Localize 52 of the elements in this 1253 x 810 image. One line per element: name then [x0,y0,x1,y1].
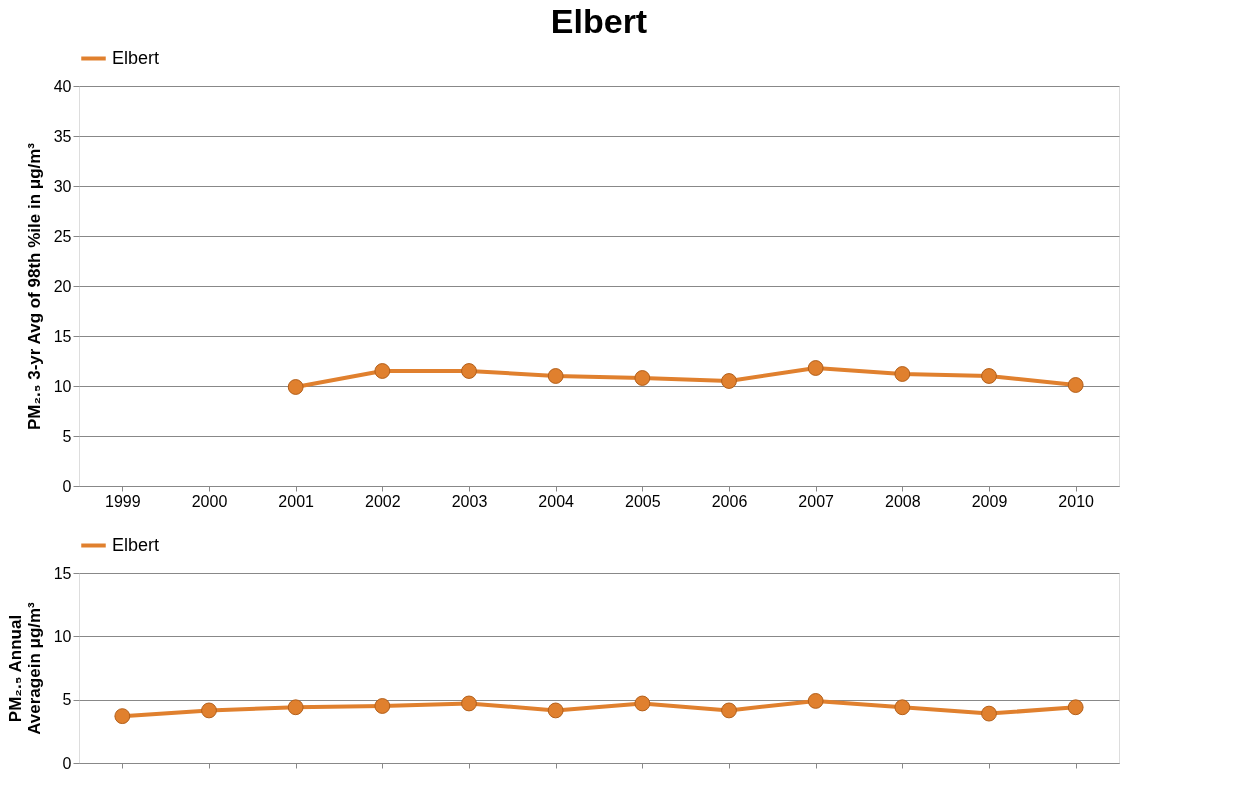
y-tick-label: 35 [53,127,72,145]
y-axis-title: PM₂.₅ Annual Averagein μg/m³ [5,601,44,735]
y-tick-label: 10 [53,627,72,645]
point [721,702,737,719]
x-tick-label: 2008 [885,492,921,510]
x-tick-label: 2009 [971,492,1008,510]
point [114,708,131,725]
point [461,363,477,379]
y-tick-label: 15 [53,564,72,582]
x-tick-label: 2000 [191,492,228,510]
y-axis-title: PM₂.₅ 3-yr Avg of 98th %ile in μg/m³ [24,142,44,431]
x-tick-label: 2002 [365,492,401,510]
y-tick-label: 0 [62,754,72,772]
y-tick-label: 10 [53,377,72,395]
y-tick-label: 15 [53,327,72,345]
point [981,705,997,722]
y-tick-label: 5 [62,427,72,445]
point [894,366,911,382]
point [807,693,824,709]
x-tick-label: 2004 [538,492,575,510]
point [201,702,217,719]
point [287,379,304,395]
y-tick-label: 25 [53,227,72,245]
x-tick-label: 2005 [625,492,661,510]
chart-title: Elbert [550,2,648,40]
legend-label: Elbert [112,534,160,555]
point [807,360,824,376]
point [374,363,391,379]
point [287,699,304,716]
y-tick-label: 0 [62,477,72,495]
point [547,702,564,719]
point [721,373,737,389]
x-tick-label: 2003 [451,492,488,510]
x-tick-label: 2001 [278,492,315,510]
point [547,368,564,384]
y-tick-label: 40 [53,77,72,95]
x-tick-label: 2006 [711,492,748,510]
x-tick-label: 2007 [798,492,835,510]
point [461,695,477,712]
legend-label: Elbert [112,47,160,68]
y-tick-label: 5 [62,691,72,709]
point [374,698,391,714]
point [1067,699,1084,716]
point [894,699,911,716]
y-tick-label: 20 [53,277,72,295]
point [981,368,997,384]
y-tick-label: 30 [53,177,72,195]
x-tick-label: 2010 [1058,492,1095,510]
point [634,695,651,712]
x-tick-label: 1999 [105,492,141,510]
point [634,370,651,386]
point [1067,377,1084,393]
